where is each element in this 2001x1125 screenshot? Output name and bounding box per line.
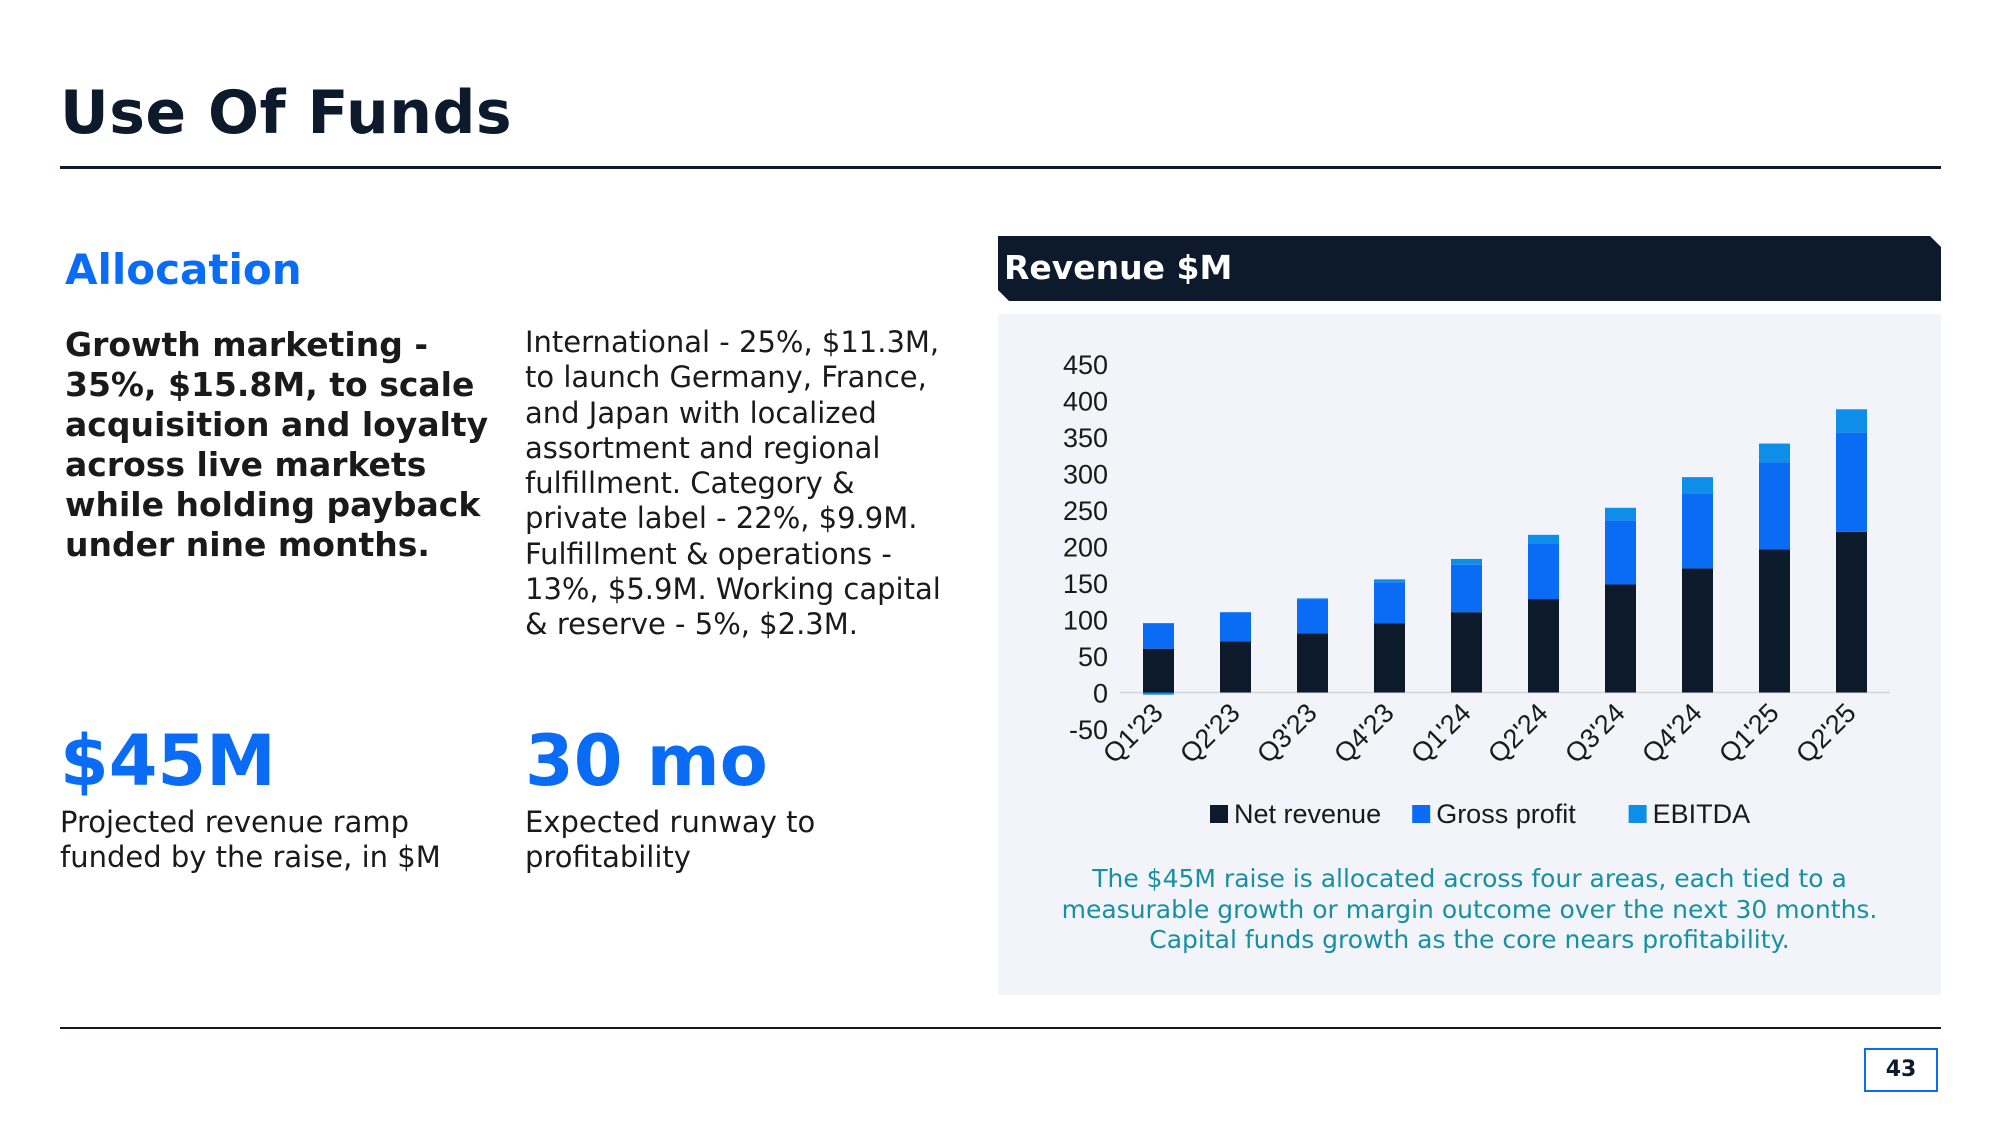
title-divider xyxy=(60,166,1941,169)
y-tick-label: 150 xyxy=(1063,569,1108,599)
y-tick-label: 450 xyxy=(1063,350,1108,380)
y-tick-label: 200 xyxy=(1063,533,1108,563)
bar-gross-profit xyxy=(1682,493,1713,569)
chart-caption: The $45M raise is allocated across four … xyxy=(1061,864,1878,954)
bar-net-revenue xyxy=(1220,641,1251,693)
bar-ebitda xyxy=(1682,477,1713,494)
bar-net-revenue xyxy=(1528,599,1559,693)
legend-swatch xyxy=(1412,805,1431,823)
bar-ebitda xyxy=(1143,692,1174,695)
x-tick-label: Q4'24 xyxy=(1636,698,1708,770)
bar-ebitda xyxy=(1451,558,1482,565)
bar-net-revenue xyxy=(1759,549,1790,693)
legend-label: Gross profit xyxy=(1436,799,1576,829)
footer-divider xyxy=(60,1027,1941,1029)
y-tick-label: 400 xyxy=(1063,387,1108,417)
x-tick-label: Q2'23 xyxy=(1174,698,1246,770)
chart-panel: -50 0 50 100 150 200 250 300 350 400 450 Q1'23 Q2'23… xyxy=(998,314,1941,995)
kpi-raise-label: Projected revenue ramp funded by the rai… xyxy=(60,805,441,874)
bar-net-revenue xyxy=(1836,531,1867,693)
growth-marketing-text: Growth marketing - 35%, $15.8M, to scale… xyxy=(65,325,489,564)
legend-label: EBITDA xyxy=(1653,799,1751,829)
bar-gross-profit xyxy=(1297,599,1328,634)
bar-gross-profit xyxy=(1143,623,1174,649)
bar-net-revenue xyxy=(1297,633,1328,693)
y-tick-label: 100 xyxy=(1063,606,1108,636)
bar-gross-profit xyxy=(1528,543,1559,600)
bar-ebitda xyxy=(1528,534,1559,544)
legend-label: Net revenue xyxy=(1234,799,1381,829)
bar-gross-profit xyxy=(1605,520,1636,585)
bar-gross-profit xyxy=(1374,582,1405,624)
x-tick-label: Q3'23 xyxy=(1251,698,1323,770)
allocation-heading: Allocation xyxy=(65,245,302,294)
bar-gross-profit xyxy=(1759,462,1790,550)
kpi-raise-value: $45M xyxy=(60,720,276,802)
bar-ebitda xyxy=(1374,579,1405,583)
bar-net-revenue xyxy=(1143,648,1174,693)
bar-ebitda xyxy=(1759,443,1790,463)
x-tick-label: Q2'25 xyxy=(1790,698,1862,770)
page-title: Use Of Funds xyxy=(60,78,513,148)
bar-ebitda xyxy=(1297,598,1328,600)
bar-gross-profit xyxy=(1451,564,1482,613)
kpi-runway-value: 30 mo xyxy=(525,720,768,802)
y-tick-label: 0 xyxy=(1093,679,1108,709)
legend-swatch xyxy=(1628,805,1647,823)
bar-gross-profit xyxy=(1220,612,1251,642)
chart-header-bar: Revenue $M xyxy=(998,236,1941,301)
page-number: 43 xyxy=(1864,1048,1938,1092)
bar-net-revenue xyxy=(1605,584,1636,693)
bar-ebitda xyxy=(1836,409,1867,433)
allocation-details-text: International - 25%, $11.3M, to launch G… xyxy=(525,325,941,642)
bar-gross-profit xyxy=(1836,432,1867,532)
kpi-runway-label: Expected runway to profitability xyxy=(525,805,816,874)
x-tick-label: Q3'24 xyxy=(1559,698,1631,770)
bar-net-revenue xyxy=(1374,623,1405,693)
chart-header-title: Revenue $M xyxy=(1004,248,1233,287)
legend-swatch xyxy=(1210,805,1228,823)
y-tick-label: 300 xyxy=(1063,460,1108,490)
y-tick-label: 350 xyxy=(1063,423,1108,453)
x-tick-label: Q2'24 xyxy=(1482,698,1554,770)
y-tick-label: 250 xyxy=(1063,496,1108,526)
x-tick-label: Q1'24 xyxy=(1405,698,1477,770)
x-tick-label: Q1'25 xyxy=(1713,698,1785,770)
y-tick-label: -50 xyxy=(1069,715,1108,745)
bar-ebitda xyxy=(1605,507,1636,521)
x-tick-label: Q4'23 xyxy=(1328,698,1400,770)
bar-net-revenue xyxy=(1451,612,1482,693)
y-tick-label: 50 xyxy=(1078,642,1108,672)
bar-net-revenue xyxy=(1682,568,1713,693)
